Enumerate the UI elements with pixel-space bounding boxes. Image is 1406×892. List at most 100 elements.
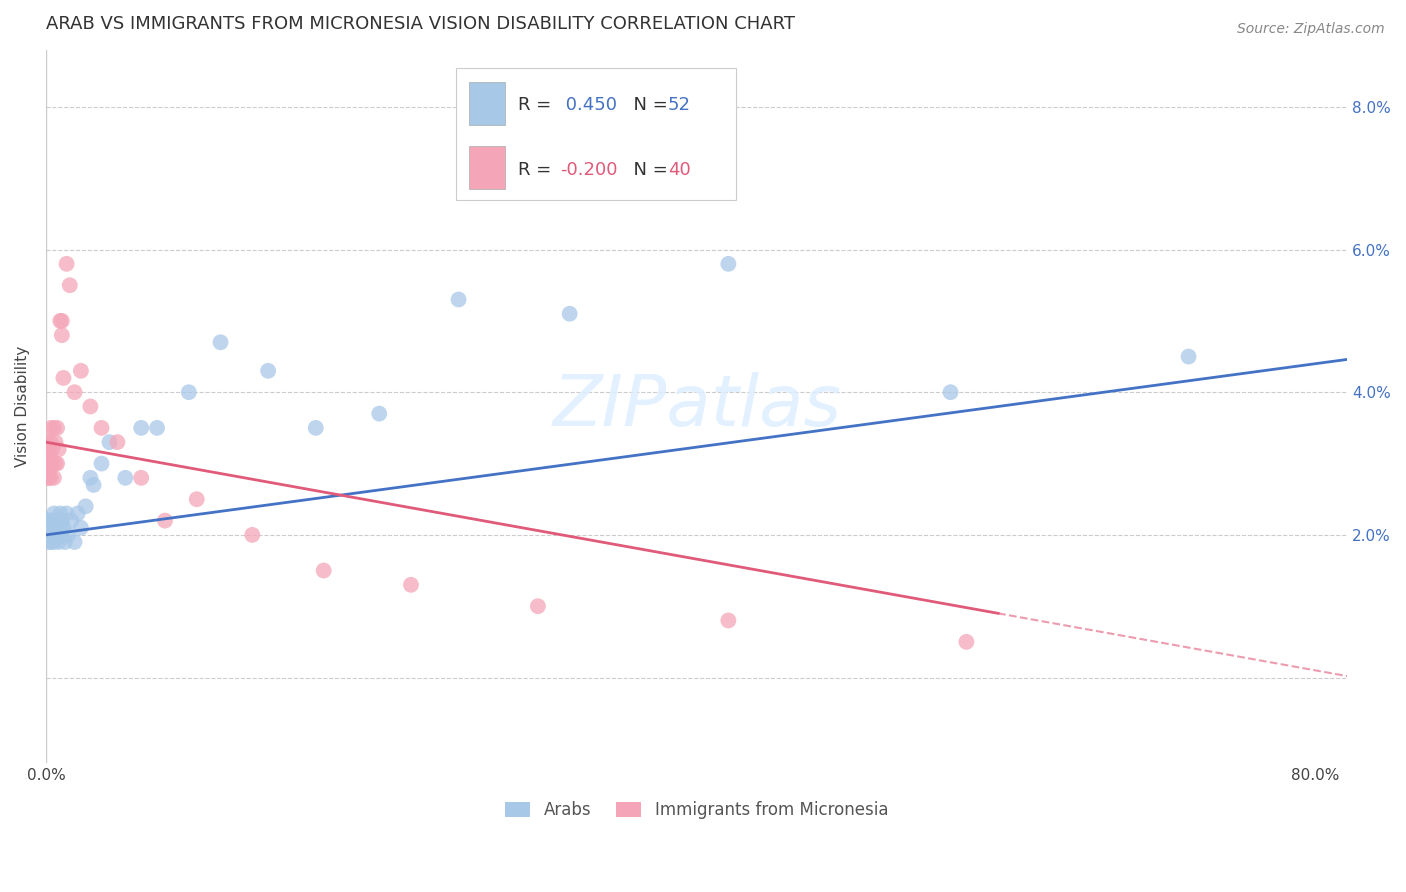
- Point: [38, 471, 60, 485]
- Bar: [468, 146, 505, 189]
- Point: [305, 421, 328, 435]
- Point: [51, 314, 73, 328]
- Text: 40: 40: [668, 161, 690, 178]
- Point: [38, 514, 60, 528]
- Text: 52: 52: [668, 96, 690, 114]
- Point: [51, 528, 73, 542]
- Point: [527, 599, 550, 614]
- Point: [41, 528, 63, 542]
- Text: R =: R =: [519, 161, 557, 178]
- Point: [75, 500, 97, 514]
- Point: [63, 535, 86, 549]
- Point: [129, 471, 152, 485]
- Point: [717, 257, 740, 271]
- Point: [38, 528, 60, 542]
- Point: [66, 507, 89, 521]
- Point: [1177, 350, 1199, 364]
- Point: [44, 514, 66, 528]
- Point: [42, 535, 65, 549]
- Point: [240, 528, 263, 542]
- Point: [42, 421, 65, 435]
- Bar: [468, 82, 505, 125]
- Point: [39, 471, 62, 485]
- Point: [44, 528, 66, 542]
- FancyBboxPatch shape: [456, 68, 735, 200]
- Point: [83, 478, 105, 492]
- Text: ARAB VS IMMIGRANTS FROM MICRONESIA VISION DISABILITY CORRELATION CHART: ARAB VS IMMIGRANTS FROM MICRONESIA VISIO…: [46, 15, 794, 33]
- Point: [114, 471, 136, 485]
- Point: [52, 521, 75, 535]
- Point: [51, 514, 73, 528]
- Point: [38, 442, 60, 457]
- Point: [39, 535, 62, 549]
- Point: [55, 507, 77, 521]
- Point: [39, 435, 62, 450]
- Point: [209, 335, 232, 350]
- Point: [56, 528, 79, 542]
- Point: [46, 421, 69, 435]
- Point: [39, 528, 62, 542]
- Point: [717, 614, 740, 628]
- Text: N =: N =: [623, 96, 673, 114]
- Point: [37, 521, 59, 535]
- Text: Source: ZipAtlas.com: Source: ZipAtlas.com: [1237, 22, 1385, 37]
- Point: [558, 307, 581, 321]
- Point: [48, 535, 70, 549]
- Point: [39, 457, 62, 471]
- Point: [153, 514, 176, 528]
- Point: [399, 578, 422, 592]
- Point: [39, 421, 62, 435]
- Point: [70, 521, 93, 535]
- Point: [41, 457, 63, 471]
- Point: [49, 507, 72, 521]
- Point: [312, 564, 335, 578]
- Point: [90, 421, 112, 435]
- Point: [79, 400, 101, 414]
- Point: [44, 435, 66, 450]
- Point: [186, 492, 208, 507]
- Point: [48, 442, 70, 457]
- Point: [37, 471, 59, 485]
- Point: [98, 435, 121, 450]
- Point: [48, 521, 70, 535]
- Point: [46, 457, 69, 471]
- Point: [39, 514, 62, 528]
- Point: [129, 421, 152, 435]
- Point: [42, 521, 65, 535]
- Point: [42, 507, 65, 521]
- Point: [53, 535, 76, 549]
- Point: [38, 521, 60, 535]
- Text: ZIPatlas: ZIPatlas: [553, 372, 841, 441]
- Point: [177, 385, 200, 400]
- Point: [79, 471, 101, 485]
- Text: N =: N =: [623, 161, 673, 178]
- Point: [63, 385, 86, 400]
- Point: [939, 385, 962, 400]
- Point: [59, 278, 82, 293]
- Point: [37, 457, 59, 471]
- Point: [51, 328, 73, 343]
- Point: [38, 464, 60, 478]
- Point: [38, 450, 60, 464]
- Point: [447, 293, 470, 307]
- Point: [37, 435, 59, 450]
- Point: [55, 257, 77, 271]
- Text: R =: R =: [519, 96, 557, 114]
- Legend: Arabs, Immigrants from Micronesia: Arabs, Immigrants from Micronesia: [499, 795, 894, 826]
- Point: [52, 371, 75, 385]
- Point: [41, 442, 63, 457]
- Point: [37, 514, 59, 528]
- Point: [49, 314, 72, 328]
- Point: [46, 528, 69, 542]
- Point: [39, 521, 62, 535]
- Text: 0.450: 0.450: [560, 96, 617, 114]
- Point: [105, 435, 128, 450]
- Point: [41, 514, 63, 528]
- Point: [44, 457, 66, 471]
- Point: [46, 521, 69, 535]
- Y-axis label: Vision Disability: Vision Disability: [15, 346, 30, 467]
- Text: -0.200: -0.200: [560, 161, 617, 178]
- Point: [955, 635, 977, 649]
- Point: [257, 364, 280, 378]
- Point: [60, 514, 83, 528]
